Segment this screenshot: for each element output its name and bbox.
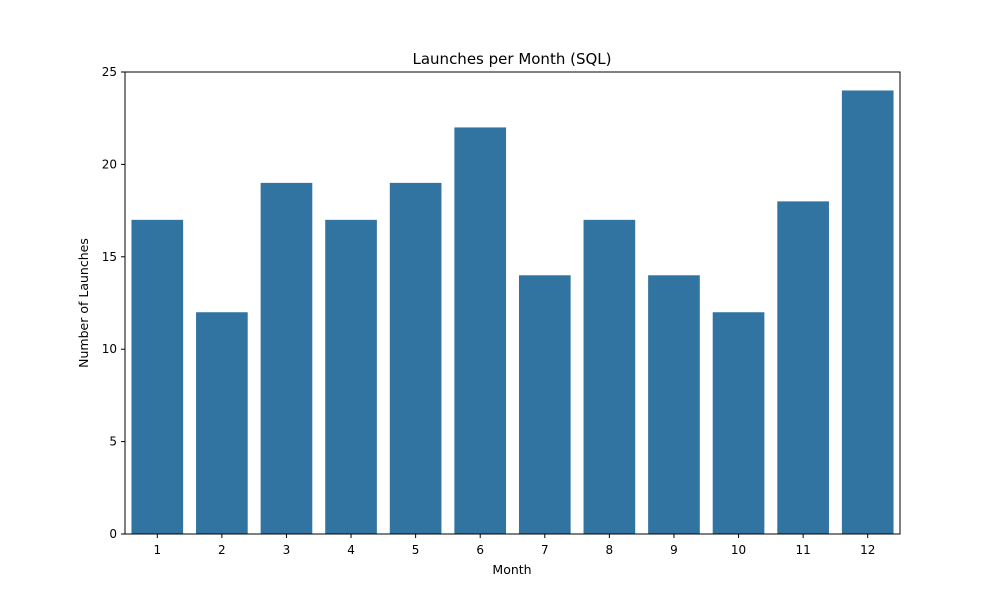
x-tick-label: 3 xyxy=(283,543,291,557)
y-tick-label: 0 xyxy=(109,527,117,541)
chart-title: Launches per Month (SQL) xyxy=(413,50,612,68)
y-tick-label: 20 xyxy=(102,157,117,171)
bar-month-1 xyxy=(131,219,184,534)
x-tick-label: 6 xyxy=(476,543,484,557)
bar-month-3 xyxy=(260,182,313,534)
x-tick-label: 12 xyxy=(860,543,875,557)
bar-month-9 xyxy=(648,275,700,534)
y-axis-title: Number of Launches xyxy=(76,238,91,368)
x-tick-label: 8 xyxy=(606,543,614,557)
y-tick-label: 5 xyxy=(109,435,117,449)
bar-month-12 xyxy=(841,90,894,534)
bar-month-11 xyxy=(777,201,829,535)
x-axis-title: Month xyxy=(492,562,531,577)
x-tick-label: 9 xyxy=(670,543,678,557)
x-tick-label: 5 xyxy=(412,543,420,557)
x-tick-label: 1 xyxy=(153,543,161,557)
bar-month-8 xyxy=(583,219,636,534)
x-tick-label: 10 xyxy=(731,543,746,557)
y-tick-label: 10 xyxy=(102,342,117,356)
y-axis-ticks: 0 5 10 15 20 25 xyxy=(102,65,125,541)
bar-month-7 xyxy=(518,275,571,534)
x-tick-label: 11 xyxy=(795,543,810,557)
bar-group xyxy=(131,90,894,535)
x-tick-label: 4 xyxy=(347,543,355,557)
bar-month-5 xyxy=(389,182,442,534)
x-axis-ticks: 1 2 3 4 5 6 7 8 9 10 11 12 xyxy=(153,534,875,557)
bar-month-6 xyxy=(454,127,507,534)
y-tick-label: 25 xyxy=(102,65,117,79)
y-tick-label: 15 xyxy=(102,250,117,264)
plot-frame xyxy=(124,71,901,535)
x-tick-label: 7 xyxy=(541,543,549,557)
bar-month-4 xyxy=(325,219,377,534)
bar-month-2 xyxy=(196,312,248,534)
x-tick-label: 2 xyxy=(218,543,226,557)
bar-month-10 xyxy=(712,312,765,534)
